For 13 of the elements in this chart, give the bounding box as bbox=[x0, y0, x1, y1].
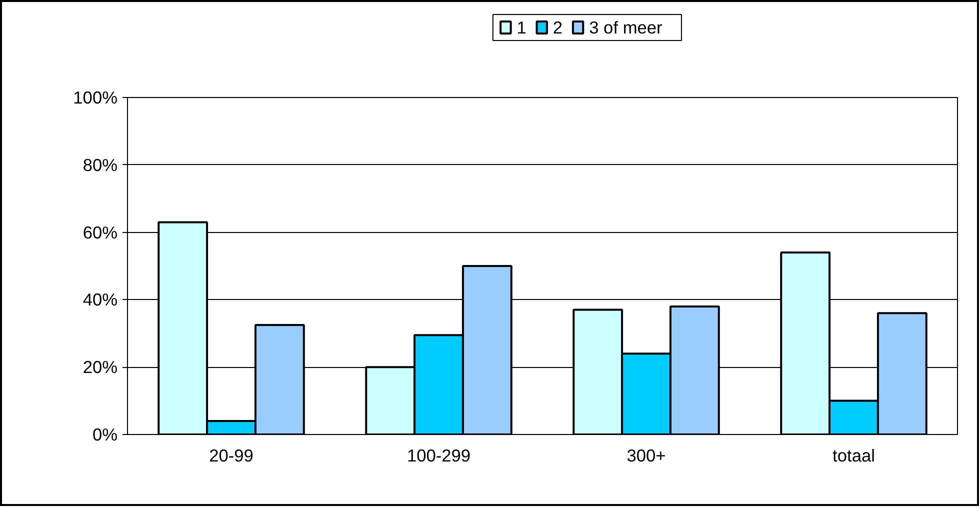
y-tick-label: 100% bbox=[73, 88, 118, 108]
x-tick-label: 300+ bbox=[626, 446, 666, 466]
x-tick-label: totaal bbox=[832, 446, 875, 466]
x-tick-label: 100-299 bbox=[406, 446, 471, 466]
y-tick-label: 60% bbox=[82, 222, 118, 242]
y-tick-label: 20% bbox=[82, 357, 118, 378]
y-tick-label: 0% bbox=[92, 424, 118, 444]
y-tick-label: 40% bbox=[82, 290, 118, 310]
legend-label: 1 bbox=[516, 18, 526, 38]
legend-label: 2 bbox=[552, 18, 563, 38]
legend-label: 3 of meer bbox=[589, 18, 663, 38]
y-tick-label: 80% bbox=[82, 154, 118, 175]
x-tick-label: 20-99 bbox=[209, 446, 254, 466]
